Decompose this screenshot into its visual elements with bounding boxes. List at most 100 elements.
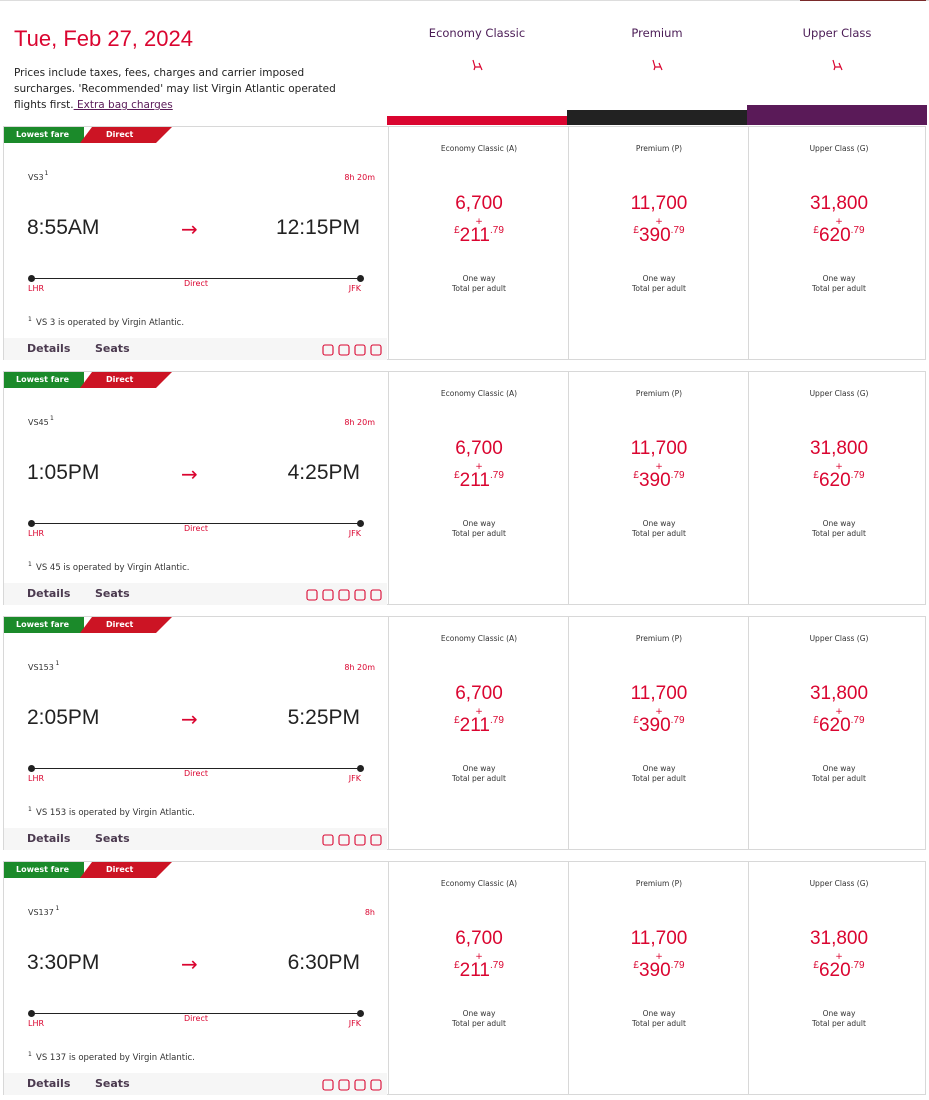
plus: + <box>475 707 483 717</box>
amenity-icons <box>321 1077 385 1091</box>
flight-card: Lowest fare Direct VS45 1 8h 20m 1:05PM → 4:25P… <box>3 371 926 605</box>
details-link[interactable]: Details <box>27 342 71 355</box>
arrive-time: 4:25PM <box>287 461 360 484</box>
badge-lowest: Lowest fare <box>4 127 84 143</box>
footnote: VS 3 is operated by Virgin Atlantic. <box>36 318 185 328</box>
badge-direct: Direct <box>80 617 172 633</box>
fare-cabin: Economy Classic (A) <box>440 634 518 643</box>
flight-number: VS153 <box>28 663 54 672</box>
fare-column[interactable]: Upper Class (G) 31,800 + £620.79 One way Tota… <box>748 862 929 1094</box>
currency: £ <box>633 225 639 236</box>
badge-direct: Direct <box>80 862 172 878</box>
flight-number-mark: 1 <box>50 415 54 422</box>
flight-number-mark: 1 <box>44 170 49 177</box>
route-dot <box>357 520 364 527</box>
route-dot <box>28 520 35 527</box>
seats-link[interactable]: Seats <box>95 587 130 600</box>
trip-type: One way <box>642 764 676 773</box>
plus: + <box>475 217 483 227</box>
cabin-bar <box>387 116 567 125</box>
arrive-time: 12:15PM <box>275 216 360 239</box>
pence: .79 <box>670 960 685 971</box>
cash-price: £620.79 <box>813 960 864 982</box>
cabin-bar <box>567 110 747 125</box>
destination: JFK <box>348 529 361 538</box>
fare-column[interactable]: Premium (P) 11,700 + £390.79 One way Total pe… <box>568 127 749 359</box>
footnote-mark: 1 <box>28 806 32 813</box>
cabin-name: Upper Class <box>802 26 872 40</box>
amenity-icons <box>321 832 385 846</box>
cash-price: £211.79 <box>454 960 504 982</box>
seats-link[interactable]: Seats <box>95 832 130 845</box>
fare-column[interactable]: Upper Class (G) 31,800 + £620.79 One way Tota… <box>748 617 929 849</box>
cabin-icon <box>470 57 484 71</box>
fare-column[interactable]: Premium (P) 11,700 + £390.79 One way Total pe… <box>568 617 749 849</box>
seats-link[interactable]: Seats <box>95 1077 130 1090</box>
amount: 390 <box>638 225 671 246</box>
fare-column[interactable]: Upper Class (G) 31,800 + £620.79 One way Tota… <box>748 127 929 359</box>
origin: LHR <box>28 774 45 783</box>
arrow: → <box>181 952 198 976</box>
cash-price: £620.79 <box>813 470 864 492</box>
pence: .79 <box>489 225 504 236</box>
points: 6,700 <box>455 928 503 949</box>
trip-type: One way <box>822 1009 856 1018</box>
arrive-time: 6:30PM <box>287 951 360 974</box>
origin: LHR <box>28 284 45 293</box>
pence: .79 <box>489 960 504 971</box>
currency: £ <box>813 960 819 971</box>
fare-column[interactable]: Economy Classic (A) 6,700 + £211.79 One way T… <box>388 617 569 849</box>
amount: 211 <box>459 960 490 981</box>
flight-number-mark: 1 <box>55 905 60 912</box>
details-link[interactable]: Details <box>27 587 71 600</box>
details-link[interactable]: Details <box>27 832 71 845</box>
cash-price: £620.79 <box>813 225 864 247</box>
badge-direct: Direct <box>80 372 172 388</box>
fare-basis: Total per adult <box>812 529 866 538</box>
fare-column[interactable]: Premium (P) 11,700 + £390.79 One way Total pe… <box>568 372 749 604</box>
fare-column[interactable]: Economy Classic (A) 6,700 + £211.79 One way T… <box>388 372 569 604</box>
duration: 8h <box>364 908 375 917</box>
badge-lowest: Lowest fare <box>4 617 84 633</box>
currency: £ <box>813 470 819 481</box>
amount: 390 <box>638 715 671 736</box>
points: 11,700 <box>630 683 688 704</box>
cash-price: £211.79 <box>454 225 504 247</box>
stops: Direct <box>184 769 208 778</box>
duration: 8h 20m <box>344 418 375 427</box>
fare-basis: Total per adult <box>632 1019 686 1028</box>
fare-column[interactable]: Economy Classic (A) 6,700 + £211.79 One way T… <box>388 127 569 359</box>
action-bar <box>4 1073 387 1095</box>
trip-type: One way <box>462 519 496 528</box>
details-link[interactable]: Details <box>27 1077 71 1090</box>
amenity-icons <box>321 342 385 356</box>
footnote: VS 45 is operated by Virgin Atlantic. <box>36 563 190 573</box>
fare-column[interactable]: Premium (P) 11,700 + £390.79 One way Total pe… <box>568 862 749 1094</box>
amount: 620 <box>818 960 851 981</box>
origin: LHR <box>28 1019 45 1028</box>
plus: + <box>475 462 483 472</box>
extra-bag-link[interactable]: Extra bag charges <box>73 99 173 111</box>
seat-icon <box>832 59 843 71</box>
fare-basis: Total per adult <box>632 774 686 783</box>
top-border <box>0 0 929 1</box>
points: 31,800 <box>809 683 869 704</box>
amount: 211 <box>459 470 490 491</box>
fare-column[interactable]: Upper Class (G) 31,800 + £620.79 One way Tota… <box>748 372 929 604</box>
seat-icon <box>472 59 483 71</box>
fare-column[interactable]: Economy Classic (A) 6,700 + £211.79 One way T… <box>388 862 569 1094</box>
currency: £ <box>454 715 460 726</box>
flight-number: VS45 <box>28 418 49 427</box>
cabin-icon <box>650 57 664 71</box>
points: 31,800 <box>809 928 869 949</box>
plus: + <box>835 707 843 717</box>
route-dot <box>357 765 364 772</box>
badge-lowest: Lowest fare <box>4 862 84 878</box>
fare-cabin: Economy Classic (A) <box>440 389 518 398</box>
fare-basis: Total per adult <box>812 1019 866 1028</box>
seats-link[interactable]: Seats <box>95 342 130 355</box>
trip-type: One way <box>642 519 676 528</box>
fare-basis: Total per adult <box>812 284 866 293</box>
pence: .79 <box>850 470 865 481</box>
pence: .79 <box>489 470 504 481</box>
